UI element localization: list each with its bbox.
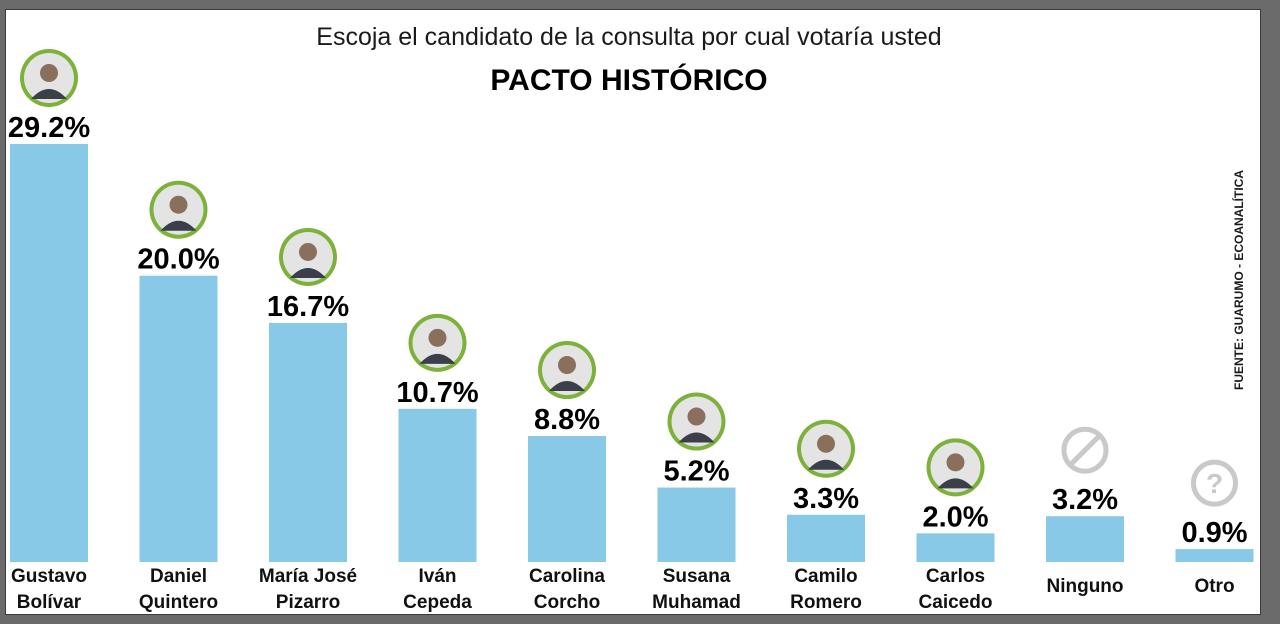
avatar-shoulders	[290, 267, 326, 278]
avatar-head	[40, 64, 58, 82]
category-label: Carolina	[529, 566, 605, 587]
avatar-head	[946, 453, 965, 472]
value-label: 16.7%	[267, 291, 349, 323]
category-label: Caicedo	[919, 592, 993, 613]
avatar-head	[169, 195, 188, 214]
bar	[10, 144, 88, 562]
category-label: Corcho	[534, 592, 601, 613]
value-label: 0.9%	[1181, 517, 1247, 549]
category-label: Ninguno	[1046, 576, 1123, 597]
value-label: 20.0%	[137, 244, 219, 276]
category-label: María José	[259, 566, 357, 587]
category-label: Bolívar	[17, 592, 82, 613]
category-label: Cepeda	[403, 592, 472, 613]
bar	[528, 436, 606, 562]
bar	[657, 487, 736, 562]
value-label: 2.0%	[922, 501, 988, 533]
question-icon	[1191, 459, 1238, 507]
value-label: 8.8%	[534, 404, 600, 436]
avatar-shoulders	[31, 89, 67, 99]
bar	[1175, 549, 1254, 562]
category-label: Otro	[1194, 576, 1234, 597]
avatar-shoulders	[160, 220, 197, 231]
prohibited-slash	[1069, 434, 1101, 466]
avatar-head	[428, 328, 447, 347]
avatar-shoulders	[549, 381, 585, 392]
value-label: 5.2%	[663, 456, 729, 488]
category-label: Muhamad	[652, 592, 741, 613]
prohibited-icon	[1061, 426, 1109, 474]
avatar-shoulders	[808, 459, 844, 470]
source-note: FUENTE: GUARUMO - ECOANALÍTICA	[1231, 170, 1246, 390]
chart-title: Escoja el candidato de la consulta por c…	[316, 23, 941, 51]
bar	[916, 533, 995, 562]
avatar-shoulders	[678, 432, 715, 443]
category-label: Carlos	[926, 566, 985, 587]
question-mark: ?	[1206, 468, 1223, 499]
avatar-head	[558, 356, 576, 375]
value-label: 29.2%	[8, 112, 90, 144]
category-label: Romero	[790, 592, 862, 613]
value-label: 10.7%	[396, 377, 478, 409]
avatar-head	[817, 434, 835, 453]
category-label: Pizarro	[276, 592, 340, 613]
bar	[398, 408, 477, 562]
chart-frame: Escoja el candidato de la consulta por c…	[5, 9, 1261, 615]
chart-marks: 29.2% Gustavo Bolívar 20.0% Daniel Quintero 16…	[8, 49, 1254, 613]
category-label: Quintero	[139, 592, 218, 613]
category-label: Susana	[663, 566, 731, 587]
category-label: Gustavo	[11, 566, 87, 587]
avatar-shoulders	[419, 353, 456, 364]
avatar-shoulders	[937, 478, 974, 489]
avatar-head	[299, 242, 317, 261]
category-label: Daniel	[150, 566, 207, 587]
bar	[139, 275, 218, 562]
avatar-head	[687, 407, 706, 426]
category-label: Iván	[418, 566, 456, 587]
bar	[269, 322, 347, 562]
category-label: Camilo	[794, 566, 857, 587]
bar-chart: Escoja el candidato de la consulta por c…	[8, 23, 1254, 613]
chart-subtitle: PACTO HISTÓRICO	[490, 63, 767, 97]
bar	[787, 514, 865, 562]
value-label: 3.2%	[1052, 484, 1118, 516]
bar	[1046, 516, 1124, 562]
value-label: 3.3%	[793, 483, 859, 515]
